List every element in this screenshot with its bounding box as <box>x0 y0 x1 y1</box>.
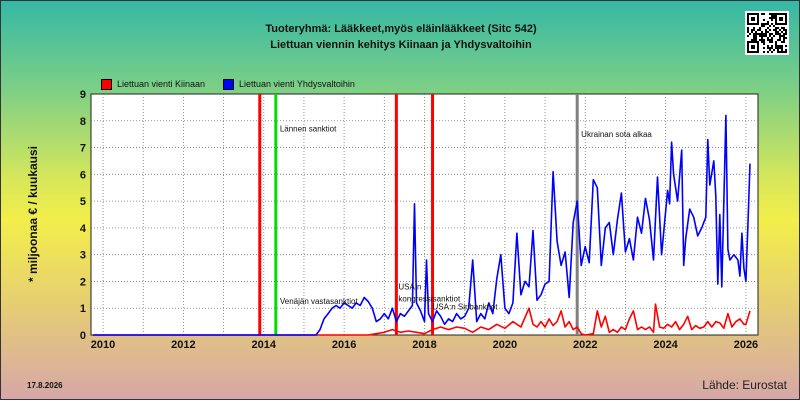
y-tick-label: 6 <box>80 169 86 181</box>
y-tick-label: 1 <box>80 303 86 315</box>
event-label: Ukrainan sota alkaa <box>581 130 652 139</box>
y-tick-label: 2 <box>80 276 86 288</box>
x-tick-label: 2016 <box>332 339 356 351</box>
legend-label-china: Liettuan vienti Kiinaan <box>117 79 206 89</box>
annotation-label: kongressisanktiot <box>398 295 461 304</box>
y-tick-label: 3 <box>80 250 86 262</box>
legend-item-usa: Liettuan vienti Yhdysvaltoihin <box>223 77 355 91</box>
x-tick-label: 2020 <box>493 339 517 351</box>
date-label: 17.8.2026 <box>27 381 63 390</box>
x-tick-label: 2026 <box>734 339 758 351</box>
annotation-label: USA:n Siribanktiot <box>433 303 499 312</box>
chart-title-line-2: Liettuan viennin kehitys Kiinaan ja Yhdy… <box>270 39 532 51</box>
source-label: Lähde: Eurostat <box>702 378 787 392</box>
x-tick-label: 2018 <box>412 339 436 351</box>
chart-title-line-1: Tuoteryhmä: Lääkkeet,myös eläinlääkkeet … <box>265 23 537 35</box>
y-tick-label: 5 <box>80 196 86 208</box>
event-label: Lännen sanktiot <box>280 124 337 133</box>
x-tick-label: 2022 <box>573 339 597 351</box>
y-tick-label: 0 <box>80 330 86 342</box>
qr-code-icon <box>745 11 789 55</box>
y-tick-label: 8 <box>80 116 86 128</box>
x-tick-label: 2010 <box>91 339 115 351</box>
legend-swatch-usa <box>223 78 234 90</box>
y-tick-label: 9 <box>80 89 86 101</box>
annotation-label: Venäjän vastasanktiot <box>280 297 359 306</box>
x-tick-label: 2024 <box>653 339 678 351</box>
legend-item-china: Liettuan vienti Kiinaan <box>101 77 205 91</box>
y-tick-label: 7 <box>80 143 86 155</box>
series-line-0 <box>93 303 751 336</box>
annotation-label: USA:n <box>398 282 421 291</box>
series-line-1 <box>93 114 751 336</box>
y-tick-label: 4 <box>80 223 87 235</box>
legend-label-usa: Liettuan vienti Yhdysvaltoihin <box>239 79 355 89</box>
x-tick-label: 2014 <box>252 339 277 351</box>
legend-swatch-china <box>101 78 112 90</box>
x-tick-label: 2012 <box>171 339 195 351</box>
